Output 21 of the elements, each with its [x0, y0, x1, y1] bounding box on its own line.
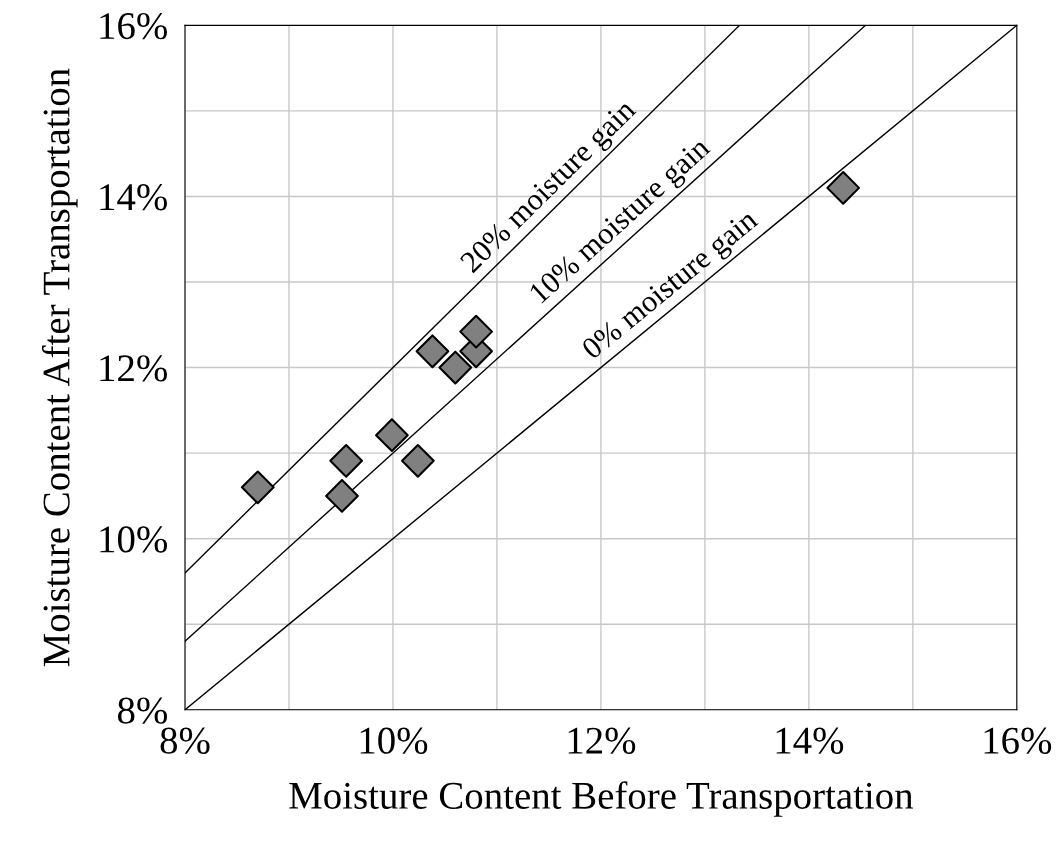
point — [375, 418, 409, 453]
point — [826, 171, 861, 205]
point — [329, 443, 364, 478]
y-tick-label: 12% — [100, 355, 167, 382]
point — [438, 350, 473, 385]
point — [325, 479, 359, 513]
y-tick-label: 16% — [100, 12, 167, 40]
point — [401, 443, 435, 478]
x-tick-label: 16% — [984, 727, 1052, 754]
x-axis-title: Moisture Content Before Transportation — [289, 781, 914, 817]
y-tick-label: 8% — [117, 697, 167, 724]
point — [459, 314, 493, 349]
point — [240, 470, 275, 505]
x-tick-label: 8% — [160, 727, 210, 754]
point — [415, 334, 450, 369]
x-tick-label: 10% — [360, 727, 428, 754]
y-tick-label: 14% — [100, 184, 167, 211]
y-tick-label: 10% — [100, 526, 167, 553]
x-tick-label: 12% — [568, 727, 636, 754]
x-tick-label: 14% — [776, 727, 844, 754]
y-axis-title: Moisture Content After Transportation — [41, 68, 78, 667]
